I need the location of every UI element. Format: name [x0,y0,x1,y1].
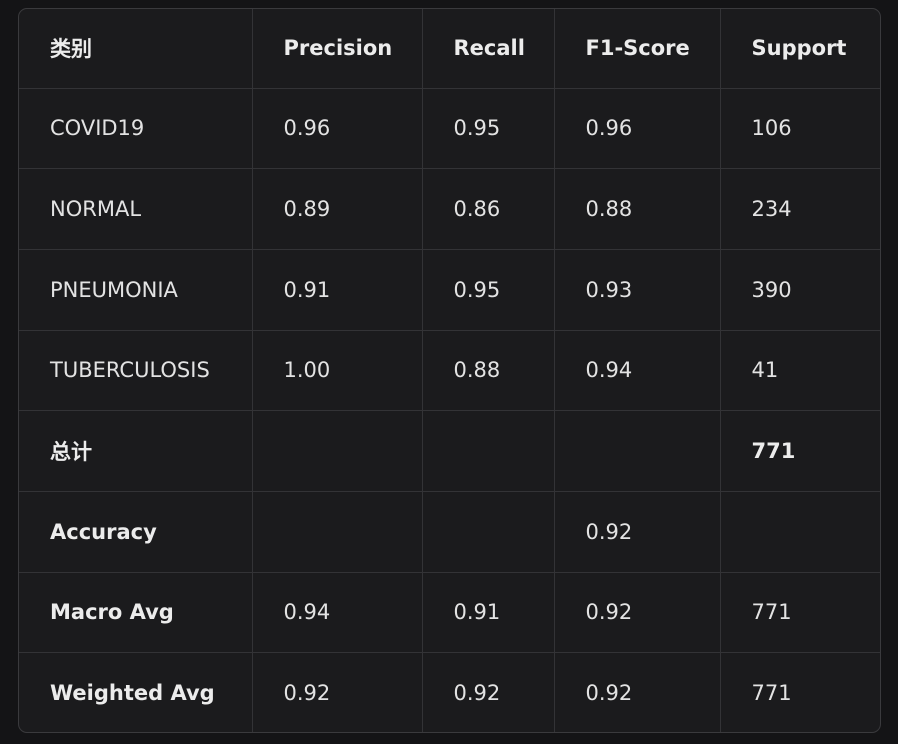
cell-recall [422,410,555,492]
cell-f1-score: 0.92 [554,652,721,732]
cell-recall: 0.95 [422,249,555,331]
table-row-total: 总计 771 [19,410,880,492]
table-row: PNEUMONIA 0.91 0.95 0.93 390 [19,249,880,331]
cell-f1-score: 0.94 [554,330,721,412]
cell-precision: 0.89 [252,168,423,250]
cell-category: 总计 [19,410,253,492]
cell-category: PNEUMONIA [19,249,253,331]
cell-support: 771 [720,572,880,654]
cell-category: Weighted Avg [19,652,253,732]
cell-support [720,491,880,573]
cell-recall: 0.86 [422,168,555,250]
cell-recall [422,491,555,573]
cell-f1-score [554,410,721,492]
table-row: NORMAL 0.89 0.86 0.88 234 [19,168,880,250]
cell-support: 234 [720,168,880,250]
header-precision: Precision [252,9,423,89]
table-row-weighted-avg: Weighted Avg 0.92 0.92 0.92 771 [19,652,880,732]
cell-category: COVID19 [19,88,253,170]
cell-precision [252,410,423,492]
cell-f1-score: 0.92 [554,572,721,654]
cell-support: 41 [720,330,880,412]
cell-support: 771 [720,410,880,492]
cell-recall: 0.95 [422,88,555,170]
table-row: COVID19 0.96 0.95 0.96 106 [19,88,880,170]
cell-category: NORMAL [19,168,253,250]
cell-f1-score: 0.96 [554,88,721,170]
table-row-macro-avg: Macro Avg 0.94 0.91 0.92 771 [19,572,880,654]
cell-precision: 0.91 [252,249,423,331]
header-support: Support [720,9,880,89]
header-recall: Recall [422,9,555,89]
table-row-accuracy: Accuracy 0.92 [19,491,880,573]
cell-precision: 0.96 [252,88,423,170]
header-row: 类别 Precision Recall F1-Score Support [19,9,880,89]
cell-category: Macro Avg [19,572,253,654]
cell-category: Accuracy [19,491,253,573]
cell-precision [252,491,423,573]
classification-report-table: 类别 Precision Recall F1-Score Support COV… [19,9,880,732]
cell-support: 106 [720,88,880,170]
cell-support: 390 [720,249,880,331]
header-f1-score: F1-Score [554,9,721,89]
cell-category: TUBERCULOSIS [19,330,253,412]
cell-recall: 0.91 [422,572,555,654]
cell-f1-score: 0.88 [554,168,721,250]
cell-recall: 0.88 [422,330,555,412]
header-category: 类别 [19,9,253,89]
cell-f1-score: 0.92 [554,491,721,573]
cell-f1-score: 0.93 [554,249,721,331]
cell-support: 771 [751,681,792,706]
cell-precision: 0.94 [252,572,423,654]
classification-report-table-container: 类别 Precision Recall F1-Score Support COV… [18,8,881,733]
cell-precision: 0.92 [252,652,423,732]
cell-precision: 1.00 [252,330,423,412]
cell-recall: 0.92 [422,652,555,732]
table-row: TUBERCULOSIS 1.00 0.88 0.94 41 [19,330,880,412]
